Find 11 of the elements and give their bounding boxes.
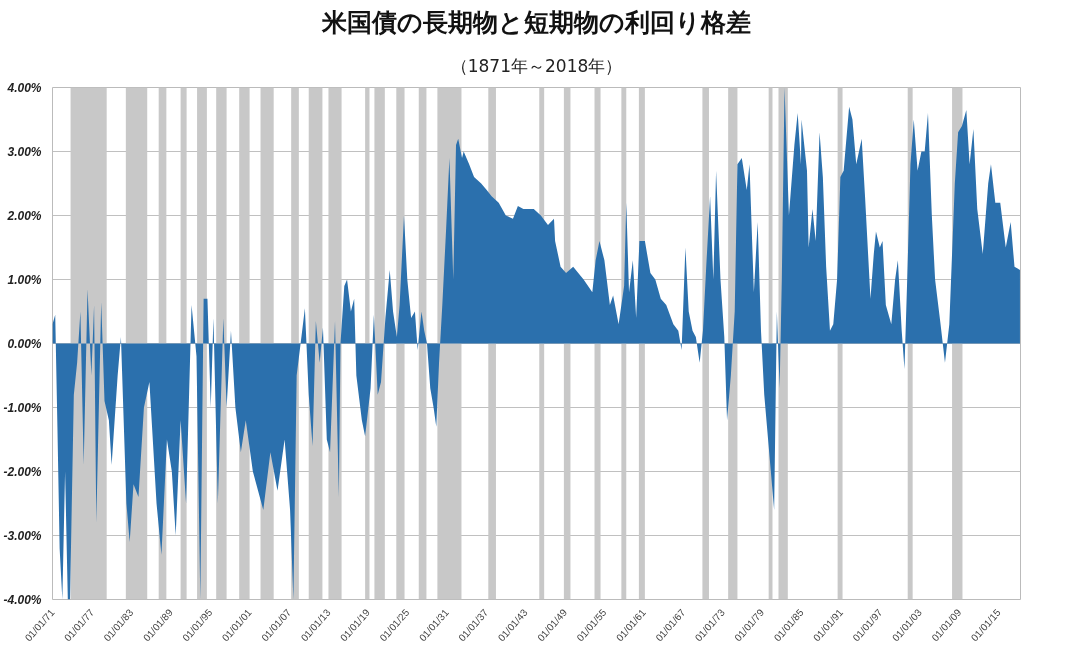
- chart-title: 米国債の長期物と短期物の利回り格差: [321, 7, 751, 37]
- y-tick-label: -2.00%: [3, 464, 42, 479]
- y-tick-label: -4.00%: [3, 592, 42, 607]
- y-tick-label: -1.00%: [3, 400, 42, 415]
- chart-subtitle: （1871年～2018年）: [450, 55, 623, 76]
- y-tick-label: 1.00%: [7, 272, 42, 287]
- y-tick-label: -3.00%: [3, 528, 42, 543]
- y-tick-label: 4.00%: [6, 80, 42, 95]
- y-tick-label: 2.00%: [6, 208, 42, 223]
- y-tick-label: 0.00%: [7, 336, 42, 351]
- y-tick-label: 3.00%: [7, 144, 42, 159]
